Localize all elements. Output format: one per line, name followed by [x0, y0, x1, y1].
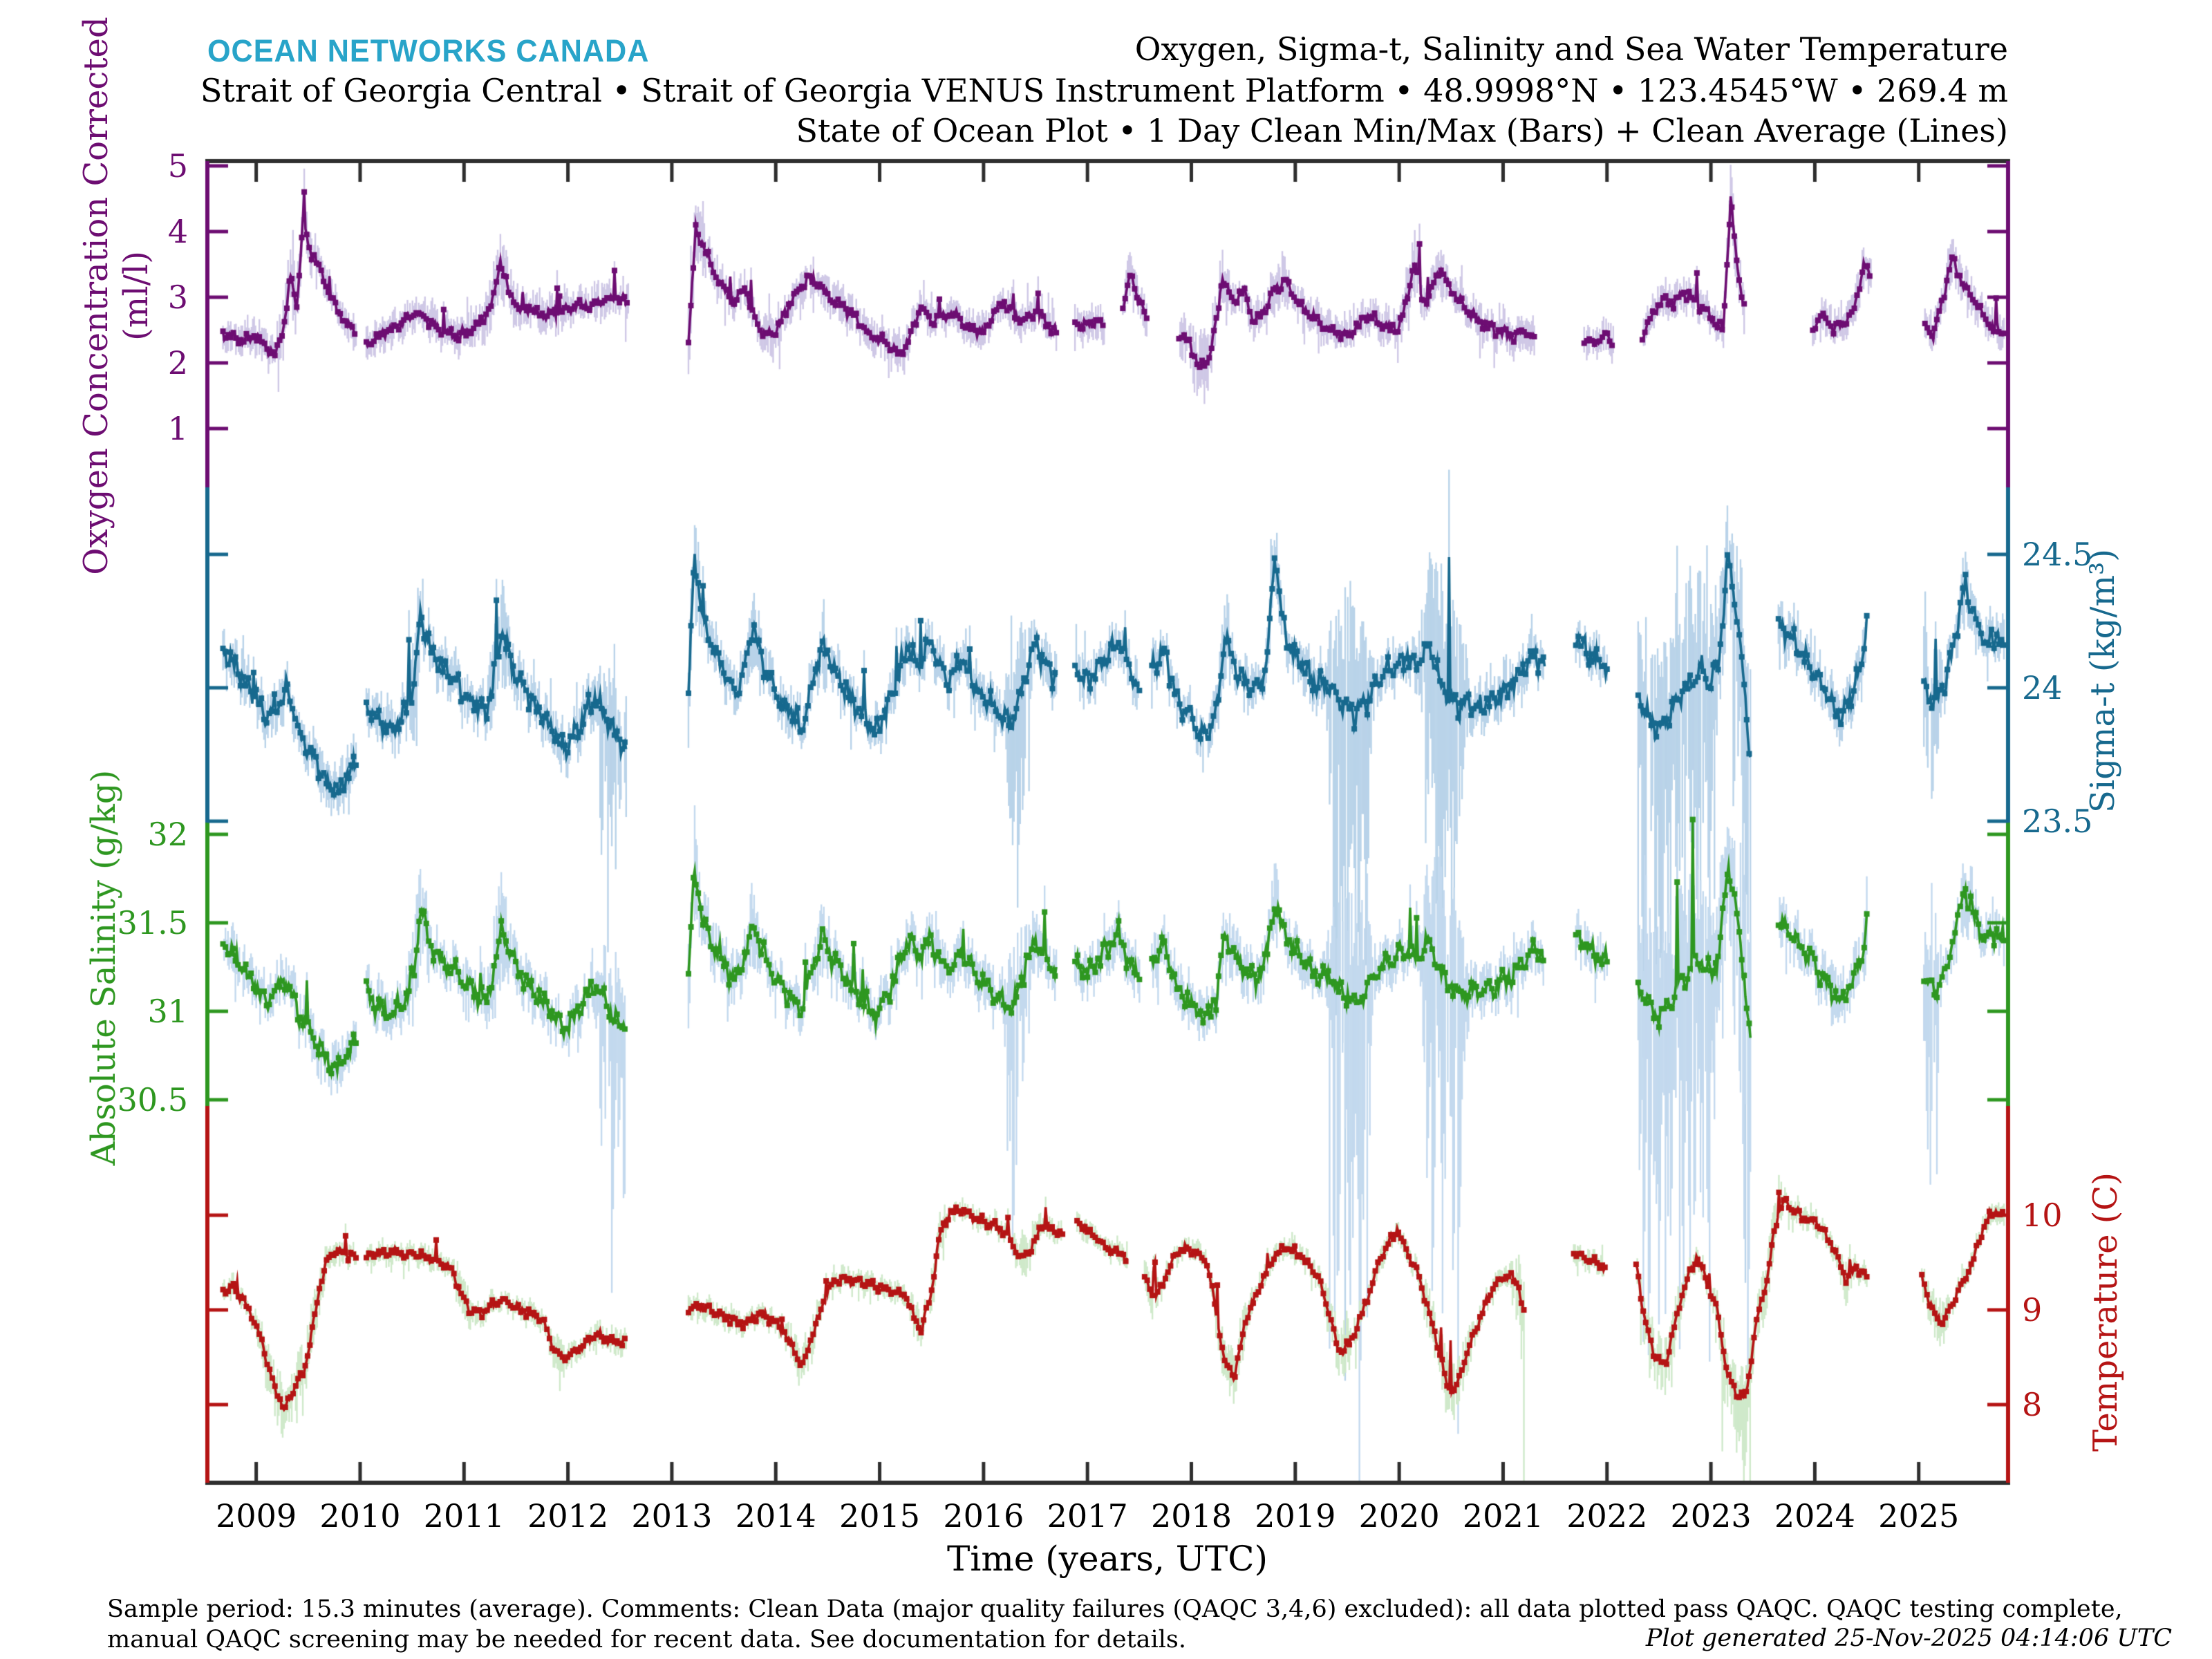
x-tick-label-year: 2011: [423, 1497, 505, 1535]
y-tick-label-oxygen: 4: [167, 213, 188, 250]
x-tick-label-year: 2016: [943, 1497, 1024, 1535]
chart-title-line1: Oxygen, Sigma-t, Salinity and Sea Water …: [1134, 30, 2008, 68]
chart-title-line3: State of Ocean Plot • 1 Day Clean Min/Ma…: [796, 112, 2008, 149]
ocean-networks-canada-logo: OCEAN NETWORKS CANADA: [207, 33, 650, 68]
x-tick-label-year: 2013: [631, 1497, 713, 1535]
y-tick-label-salinity: 31.5: [117, 904, 188, 941]
x-axis-label: Time (years, UTC): [947, 1539, 1268, 1579]
x-tick-label-year: 2023: [1670, 1497, 1752, 1535]
y-tick-label-temperature: 8: [2022, 1386, 2043, 1423]
footer-comment-line2: manual QAQC screening may be needed for …: [107, 1626, 1186, 1653]
chart-title-line2: Strait of Georgia Central • Strait of Ge…: [200, 72, 2008, 109]
plot-generated-timestamp: Plot generated 25-Nov-2025 04:14:06 UTC: [1645, 1624, 2172, 1652]
y-tick-label-sigma: 24: [2022, 669, 2063, 706]
x-tick-label-year: 2017: [1047, 1497, 1128, 1535]
x-tick-label-year: 2015: [839, 1497, 921, 1535]
footer-comment-line1: Sample period: 15.3 minutes (average). C…: [107, 1595, 2123, 1623]
x-tick-label-year: 2024: [1774, 1497, 1855, 1535]
y-tick-label-salinity: 30.5: [117, 1081, 188, 1118]
x-tick-label-year: 2019: [1255, 1497, 1336, 1535]
y-tick-label-temperature: 10: [2022, 1197, 2063, 1234]
x-tick-label-year: 2025: [1878, 1497, 1960, 1535]
y-tick-label-oxygen: 5: [167, 147, 188, 185]
x-tick-label-year: 2010: [319, 1497, 401, 1535]
y-axis-label-sigma-t: Sigma-t (kg/m³): [2083, 548, 2122, 814]
x-tick-label-year: 2022: [1566, 1497, 1648, 1535]
y-tick-label-sigma: 24.5: [2022, 536, 2093, 573]
x-tick-label-year: 2014: [735, 1497, 816, 1535]
x-tick-label-year: 2021: [1462, 1497, 1544, 1535]
x-tick-label-year: 2020: [1358, 1497, 1440, 1535]
x-tick-label-year: 2012: [527, 1497, 609, 1535]
y-tick-label-oxygen: 1: [167, 410, 188, 447]
y-tick-label-oxygen: 3: [167, 279, 188, 316]
y-tick-label-temperature: 9: [2022, 1291, 2043, 1329]
x-tick-label-year: 2018: [1150, 1497, 1232, 1535]
y-tick-label-salinity: 31: [147, 993, 188, 1030]
x-tick-label-year: 2009: [216, 1497, 297, 1535]
y-tick-label-oxygen: 2: [167, 344, 188, 382]
y-tick-label-salinity: 32: [147, 816, 188, 853]
y-axis-label-temperature: Temperature (C): [2086, 1172, 2125, 1452]
y-tick-label-sigma: 23.5: [2022, 803, 2093, 840]
